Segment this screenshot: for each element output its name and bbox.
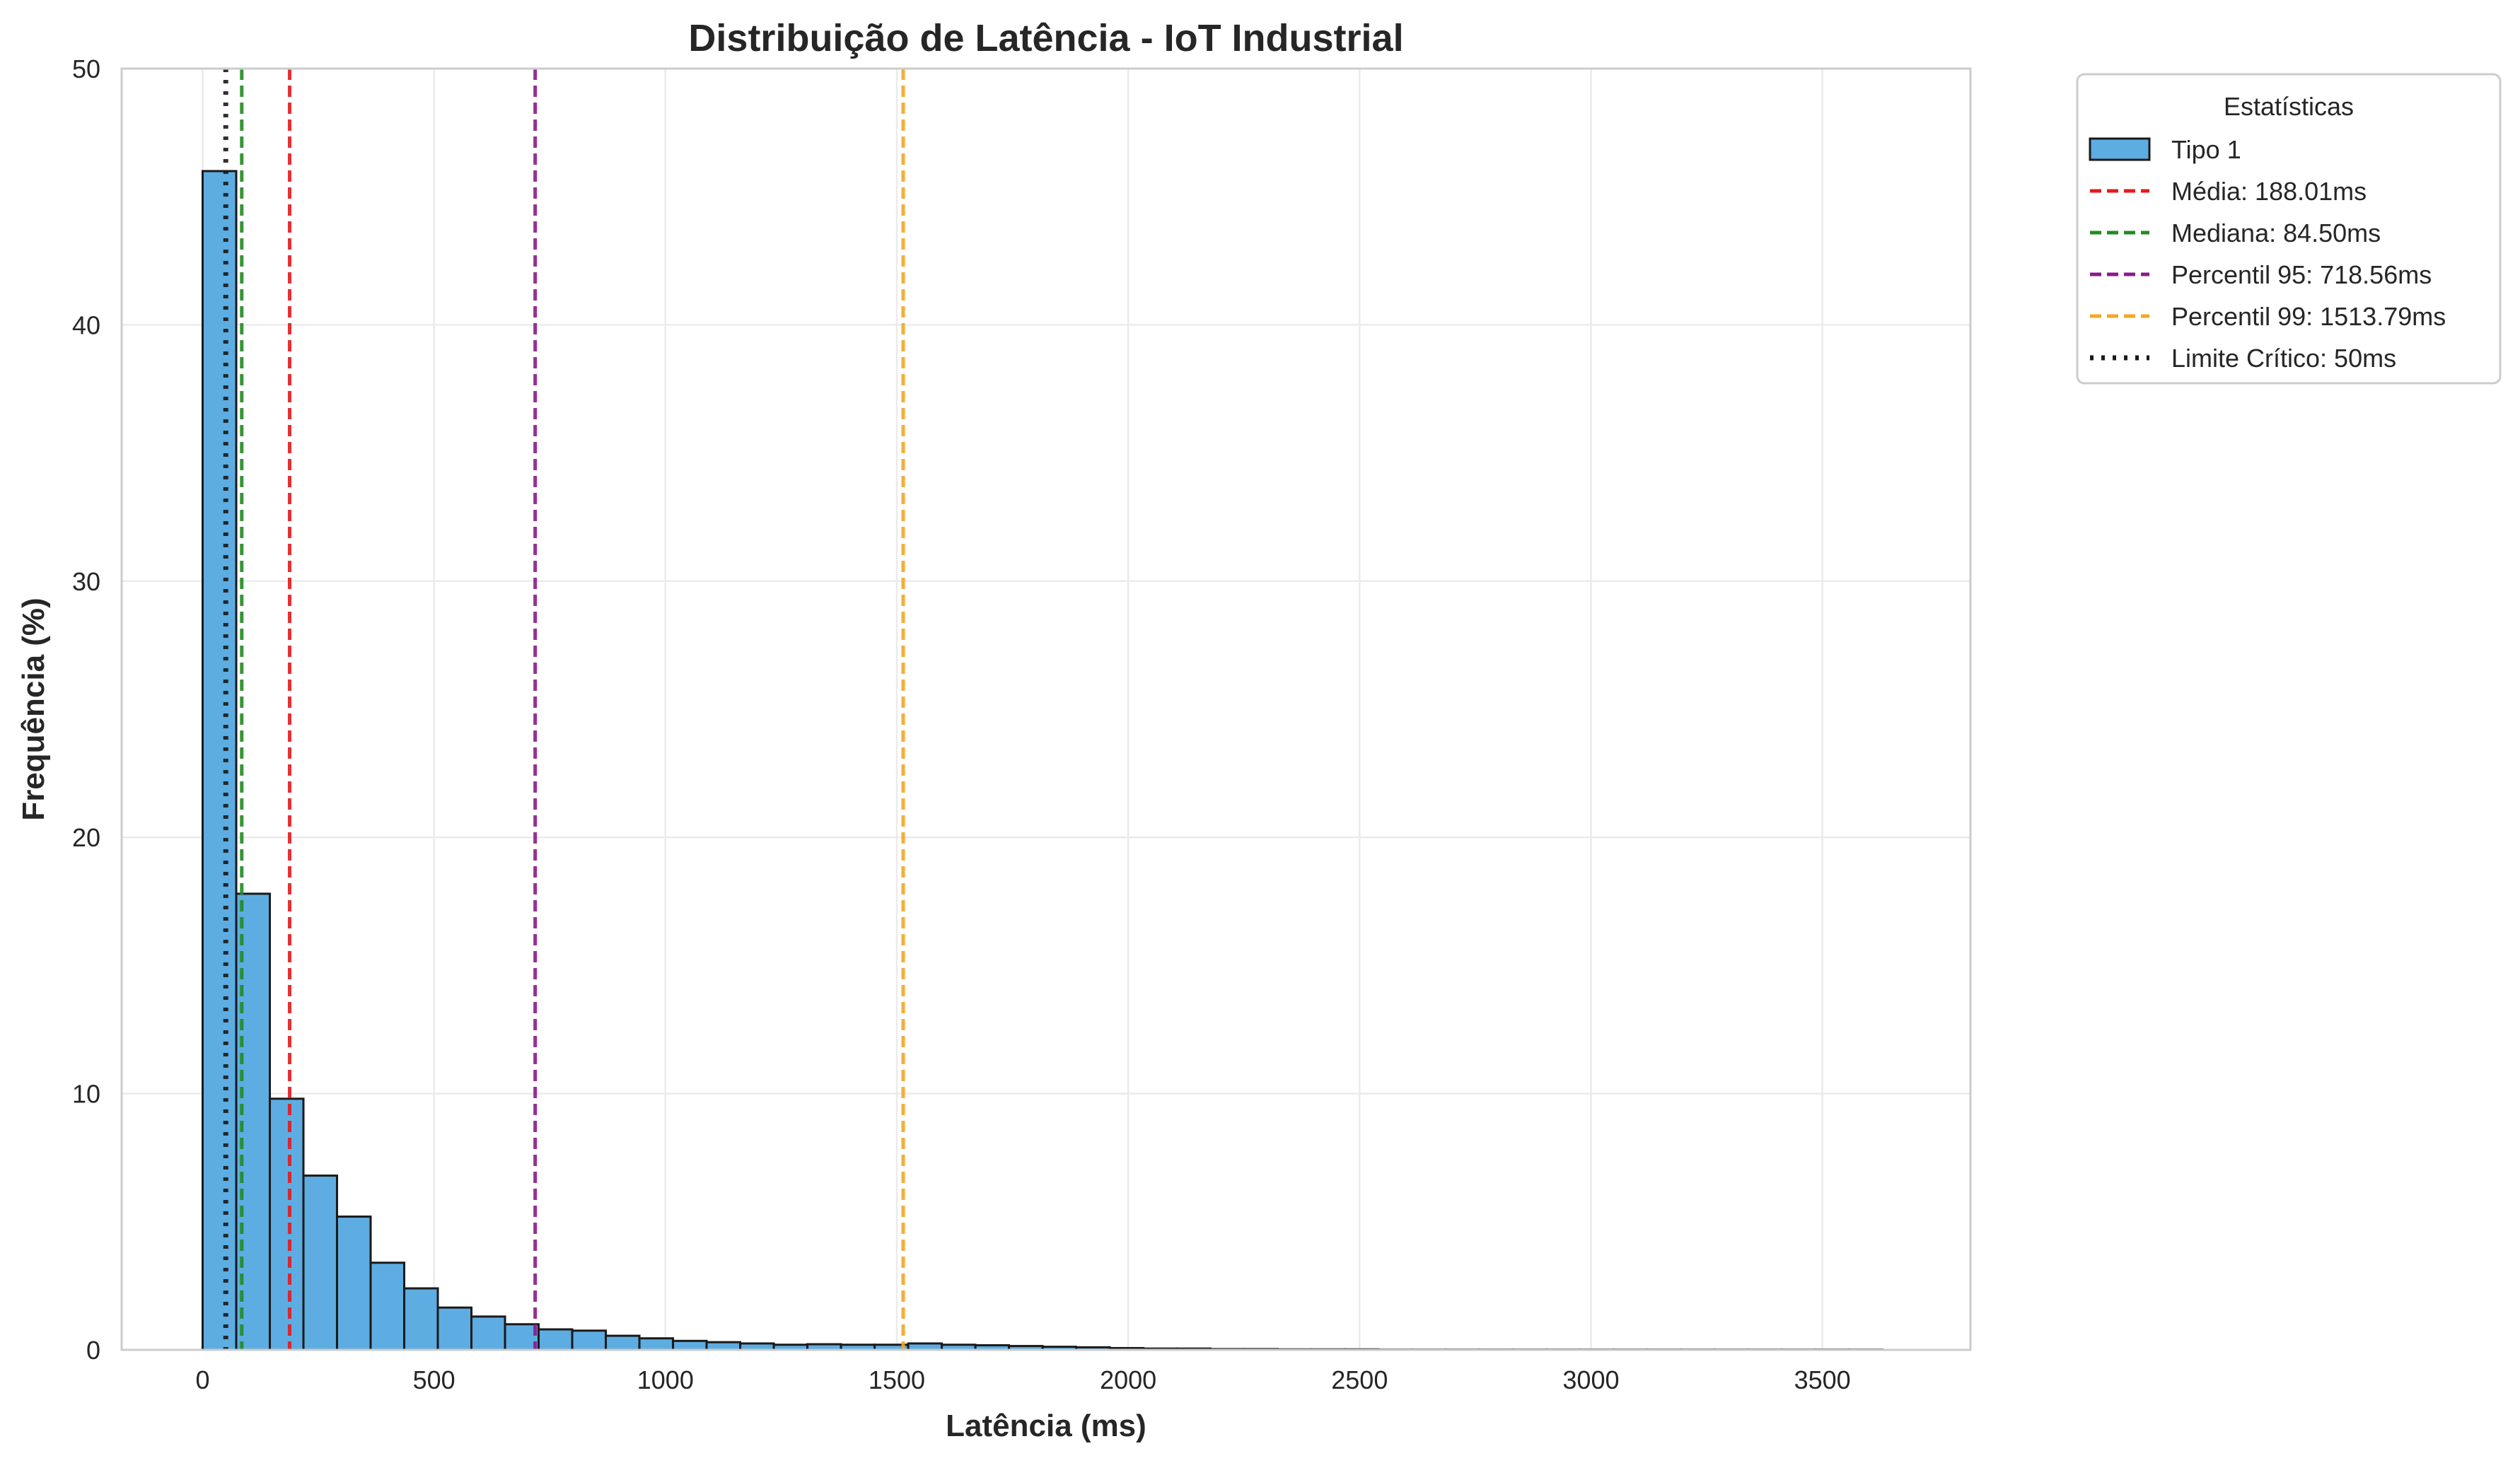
x-tick-label: 2500	[1331, 1365, 1388, 1394]
reference-lines-layer	[223, 69, 905, 1350]
histogram-bar	[470, 1315, 506, 1351]
x-tick-label: 3500	[1794, 1365, 1851, 1394]
x-tick-label: 3000	[1562, 1365, 1619, 1394]
x-tick-label: 1500	[869, 1365, 925, 1394]
legend-label: Percentil 99: 1513.79ms	[2171, 302, 2446, 331]
x-axis-label: Latência (ms)	[946, 1409, 1146, 1443]
y-tick-label: 10	[72, 1080, 100, 1109]
histogram-bar	[436, 1306, 473, 1351]
legend-label: Percentil 95: 718.56ms	[2171, 260, 2432, 289]
y-tick-label: 50	[72, 54, 100, 83]
legend-label: Média: 188.01ms	[2171, 177, 2367, 206]
histogram-bar	[571, 1329, 608, 1351]
plot-frame	[120, 67, 1972, 1351]
x-tick-label: 1000	[637, 1365, 694, 1394]
legend-label: Tipo 1	[2171, 135, 2241, 164]
y-tick-label: 40	[72, 310, 100, 339]
legend-swatch-bar	[2089, 137, 2151, 161]
legend: Estatísticas Tipo 1 Média: 188.01ms Median…	[2076, 73, 2502, 385]
y-tick-labels: 0 10 20 30 40 50	[72, 54, 100, 1365]
chart-title: Distribuição de Latência - IoT Industria…	[688, 17, 1403, 59]
histogram-bar	[202, 170, 238, 1351]
histogram-bar	[269, 1097, 305, 1351]
histogram-bar	[605, 1334, 641, 1351]
legend-title: Estatísticas	[2224, 92, 2354, 121]
legend-entries: Tipo 1 Média: 188.01ms Mediana: 84.50ms Per…	[2089, 135, 2446, 373]
y-tick-label: 0	[86, 1336, 100, 1365]
histogram-bar	[369, 1261, 406, 1351]
x-tick-label: 2000	[1100, 1365, 1156, 1394]
y-tick-label: 30	[72, 567, 100, 596]
histogram-bar	[538, 1328, 574, 1351]
legend-label: Limite Crítico: 50ms	[2171, 344, 2396, 373]
x-tick-label: 0	[195, 1365, 209, 1394]
y-tick-label: 20	[72, 823, 100, 852]
histogram-bar	[638, 1337, 675, 1351]
histogram-bar	[302, 1175, 339, 1351]
histogram-bar	[705, 1341, 742, 1351]
legend-label: Mediana: 84.50ms	[2171, 218, 2381, 247]
legend-box	[2076, 73, 2502, 385]
x-tick-label: 500	[413, 1365, 455, 1394]
histogram-bar	[336, 1216, 372, 1351]
histogram-bar	[403, 1287, 439, 1351]
y-axis-label: Frequência (%)	[16, 598, 51, 820]
histogram-bar	[672, 1339, 708, 1351]
plot-area	[122, 69, 1970, 1350]
x-tick-labels: 0 500 1000 1500 2000 2500 3000 3500	[195, 1365, 1850, 1394]
